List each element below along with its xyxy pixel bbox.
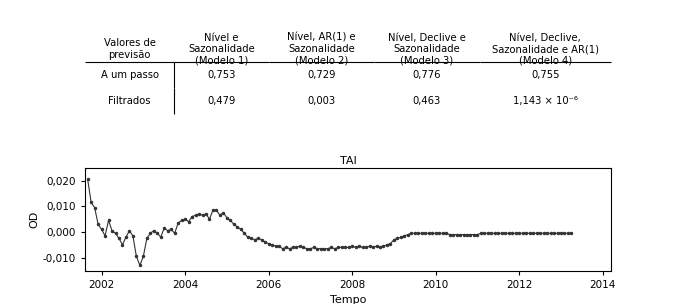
Y-axis label: OD: OD xyxy=(30,210,40,228)
Title: TAI: TAI xyxy=(340,156,356,165)
X-axis label: Tempo: Tempo xyxy=(330,295,366,304)
